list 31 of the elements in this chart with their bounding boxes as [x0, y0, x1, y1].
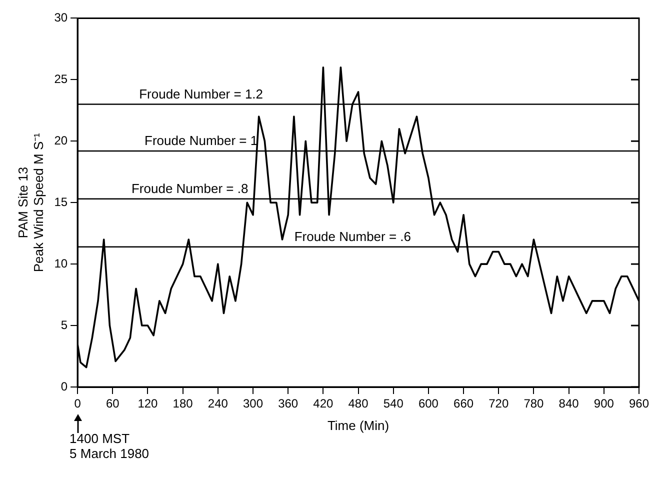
y-tick-label: 5	[60, 318, 68, 332]
annotation: Froude Number = .6	[294, 228, 412, 244]
x-tick-label: 120	[138, 396, 158, 411]
x-tick-label: 660	[454, 396, 474, 411]
y-axis-title: PAM Site 13 Peak Wind Speed M S⁻¹	[15, 132, 46, 272]
x-tick-label: 60	[106, 396, 120, 411]
x-tick-label: 540	[383, 396, 404, 411]
x-tick-label: 840	[558, 396, 580, 411]
x-tick-label: 360	[278, 396, 298, 411]
annotation: Froude Number = 1.2	[139, 86, 264, 102]
x-tick-label: 300	[242, 396, 264, 411]
x-tick-label: 900	[594, 396, 614, 411]
annotation: Froude Number = 1	[144, 133, 258, 148]
x-tick-label: 480	[348, 396, 369, 411]
y-tick-label: 20	[54, 133, 68, 148]
text: 1400 MST 5 March 1980	[70, 431, 150, 462]
y-tick-label: 25	[54, 72, 68, 86]
x-tick-label: 960	[628, 396, 650, 411]
x-tick-label: 0	[74, 396, 82, 411]
y-tick-label: 15	[54, 194, 68, 209]
y-tick-label: 30	[54, 10, 68, 25]
x-tick-label: 780	[524, 396, 544, 411]
x-tick-label: 420	[313, 396, 334, 411]
x-tick-label: 600	[418, 396, 439, 411]
x-tick-label: 720	[488, 396, 509, 411]
x-axis-title: Time (Min)	[327, 418, 390, 433]
x-tick-label: 240	[208, 396, 228, 411]
y-tick-label: 0	[60, 379, 68, 394]
x-tick-label: 180	[172, 396, 194, 411]
y-tick-label: 10	[54, 256, 68, 270]
annotation: Froude Number = .8	[131, 180, 248, 196]
